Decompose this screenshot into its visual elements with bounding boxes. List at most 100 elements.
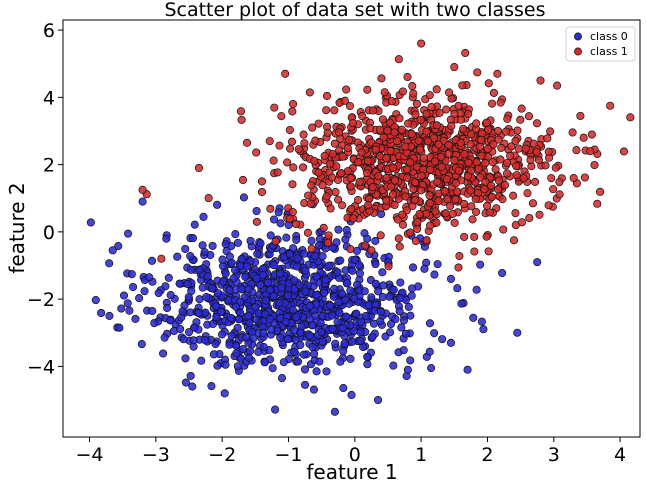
- scatter-point: [361, 241, 370, 250]
- scatter-point: [269, 291, 278, 301]
- scatter-point: [415, 145, 425, 154]
- scatter-point: [299, 163, 308, 172]
- scatter-point: [138, 185, 147, 194]
- x-tick-label: −3: [142, 444, 170, 466]
- scatter-point: [230, 266, 240, 275]
- scatter-point: [432, 85, 441, 94]
- scatter-point: [388, 190, 398, 199]
- scatter-point: [503, 158, 512, 168]
- scatter-point: [479, 325, 488, 334]
- scatter-point: [318, 181, 327, 190]
- scatter-point: [406, 158, 415, 167]
- scatter-point: [532, 119, 542, 128]
- scatter-point: [476, 142, 485, 151]
- scatter-point: [321, 275, 330, 285]
- scatter-point: [208, 284, 217, 293]
- x-tick-label: 2: [481, 444, 493, 466]
- scatter-point: [176, 324, 185, 334]
- scatter-point: [249, 334, 258, 343]
- scatter-point: [432, 121, 442, 130]
- scatter-point: [326, 204, 335, 213]
- scatter-point: [293, 262, 302, 271]
- scatter-point: [346, 245, 355, 254]
- scatter-point: [403, 165, 412, 174]
- scatter-point: [246, 347, 255, 356]
- scatter-point: [307, 181, 316, 190]
- scatter-point: [438, 335, 447, 344]
- scatter-point: [320, 151, 329, 160]
- scatter-point: [303, 228, 312, 237]
- scatter-point: [311, 252, 320, 261]
- x-tick-label: 4: [614, 444, 626, 466]
- scatter-point: [304, 191, 313, 200]
- y-tick-label: 4: [43, 87, 55, 109]
- scatter-point: [357, 148, 366, 157]
- x-tick-label: −2: [208, 444, 236, 466]
- scatter-point: [271, 405, 280, 414]
- scatter-point: [533, 258, 542, 267]
- y-tick-label: −2: [27, 289, 55, 311]
- scatter-point: [290, 276, 299, 285]
- scatter-point: [398, 210, 407, 219]
- scatter-point: [288, 305, 297, 314]
- scatter-point: [184, 328, 194, 337]
- scatter-point: [596, 187, 605, 196]
- scatter-point: [407, 129, 416, 138]
- scatter-point: [334, 195, 343, 204]
- scatter-point: [374, 287, 383, 296]
- scatter-point: [340, 339, 349, 348]
- scatter-point: [233, 323, 242, 332]
- scatter-point: [371, 145, 380, 154]
- scatter-point: [513, 328, 522, 337]
- scatter-point: [419, 153, 428, 163]
- plot-frame: [62, 19, 641, 438]
- scatter-point: [464, 109, 473, 119]
- scatter-point: [406, 311, 415, 320]
- scatter-point: [442, 175, 451, 184]
- scatter-point: [514, 144, 523, 153]
- scatter-point: [499, 225, 508, 234]
- scatter-point: [376, 231, 385, 240]
- scatter-point: [524, 112, 534, 121]
- scatter-point: [390, 176, 399, 185]
- scatter-point: [186, 252, 195, 261]
- scatter-point: [301, 380, 310, 389]
- scatter-point: [374, 172, 383, 181]
- scatter-point: [425, 199, 434, 208]
- scatter-point: [338, 201, 347, 210]
- scatter-point: [494, 185, 503, 194]
- scatter-point: [476, 173, 485, 182]
- scatter-point: [236, 107, 246, 116]
- scatter-point: [288, 99, 298, 109]
- scatter-point: [181, 244, 190, 253]
- x-tick-label: 0: [349, 444, 361, 466]
- scatter-point: [343, 167, 352, 176]
- scatter-point: [401, 192, 410, 201]
- scatter-point: [338, 152, 347, 161]
- scatter-point: [463, 172, 472, 181]
- scatter-point: [506, 151, 515, 160]
- scatter-point: [242, 138, 252, 147]
- scatter-point: [454, 166, 463, 175]
- scatter-point: [224, 296, 233, 305]
- scatter-point: [356, 328, 365, 337]
- scatter-point: [467, 130, 476, 139]
- scatter-point: [525, 213, 534, 223]
- scatter-point: [509, 236, 519, 245]
- scatter-point: [209, 350, 218, 359]
- scatter-point: [386, 320, 396, 329]
- scatter-point: [368, 106, 378, 115]
- scatter-point: [441, 187, 450, 196]
- scatter-point: [330, 106, 339, 115]
- scatter-point: [312, 272, 321, 281]
- scatter-point: [229, 274, 238, 283]
- scatter-point: [291, 220, 300, 229]
- scatter-point: [470, 247, 479, 256]
- scatter-point: [145, 273, 154, 282]
- scatter-point: [181, 378, 190, 387]
- scatter-point: [309, 385, 318, 394]
- scatter-point: [403, 365, 412, 374]
- scatter-point: [322, 367, 331, 376]
- scatter-point: [361, 311, 370, 321]
- scatter-point: [275, 298, 284, 307]
